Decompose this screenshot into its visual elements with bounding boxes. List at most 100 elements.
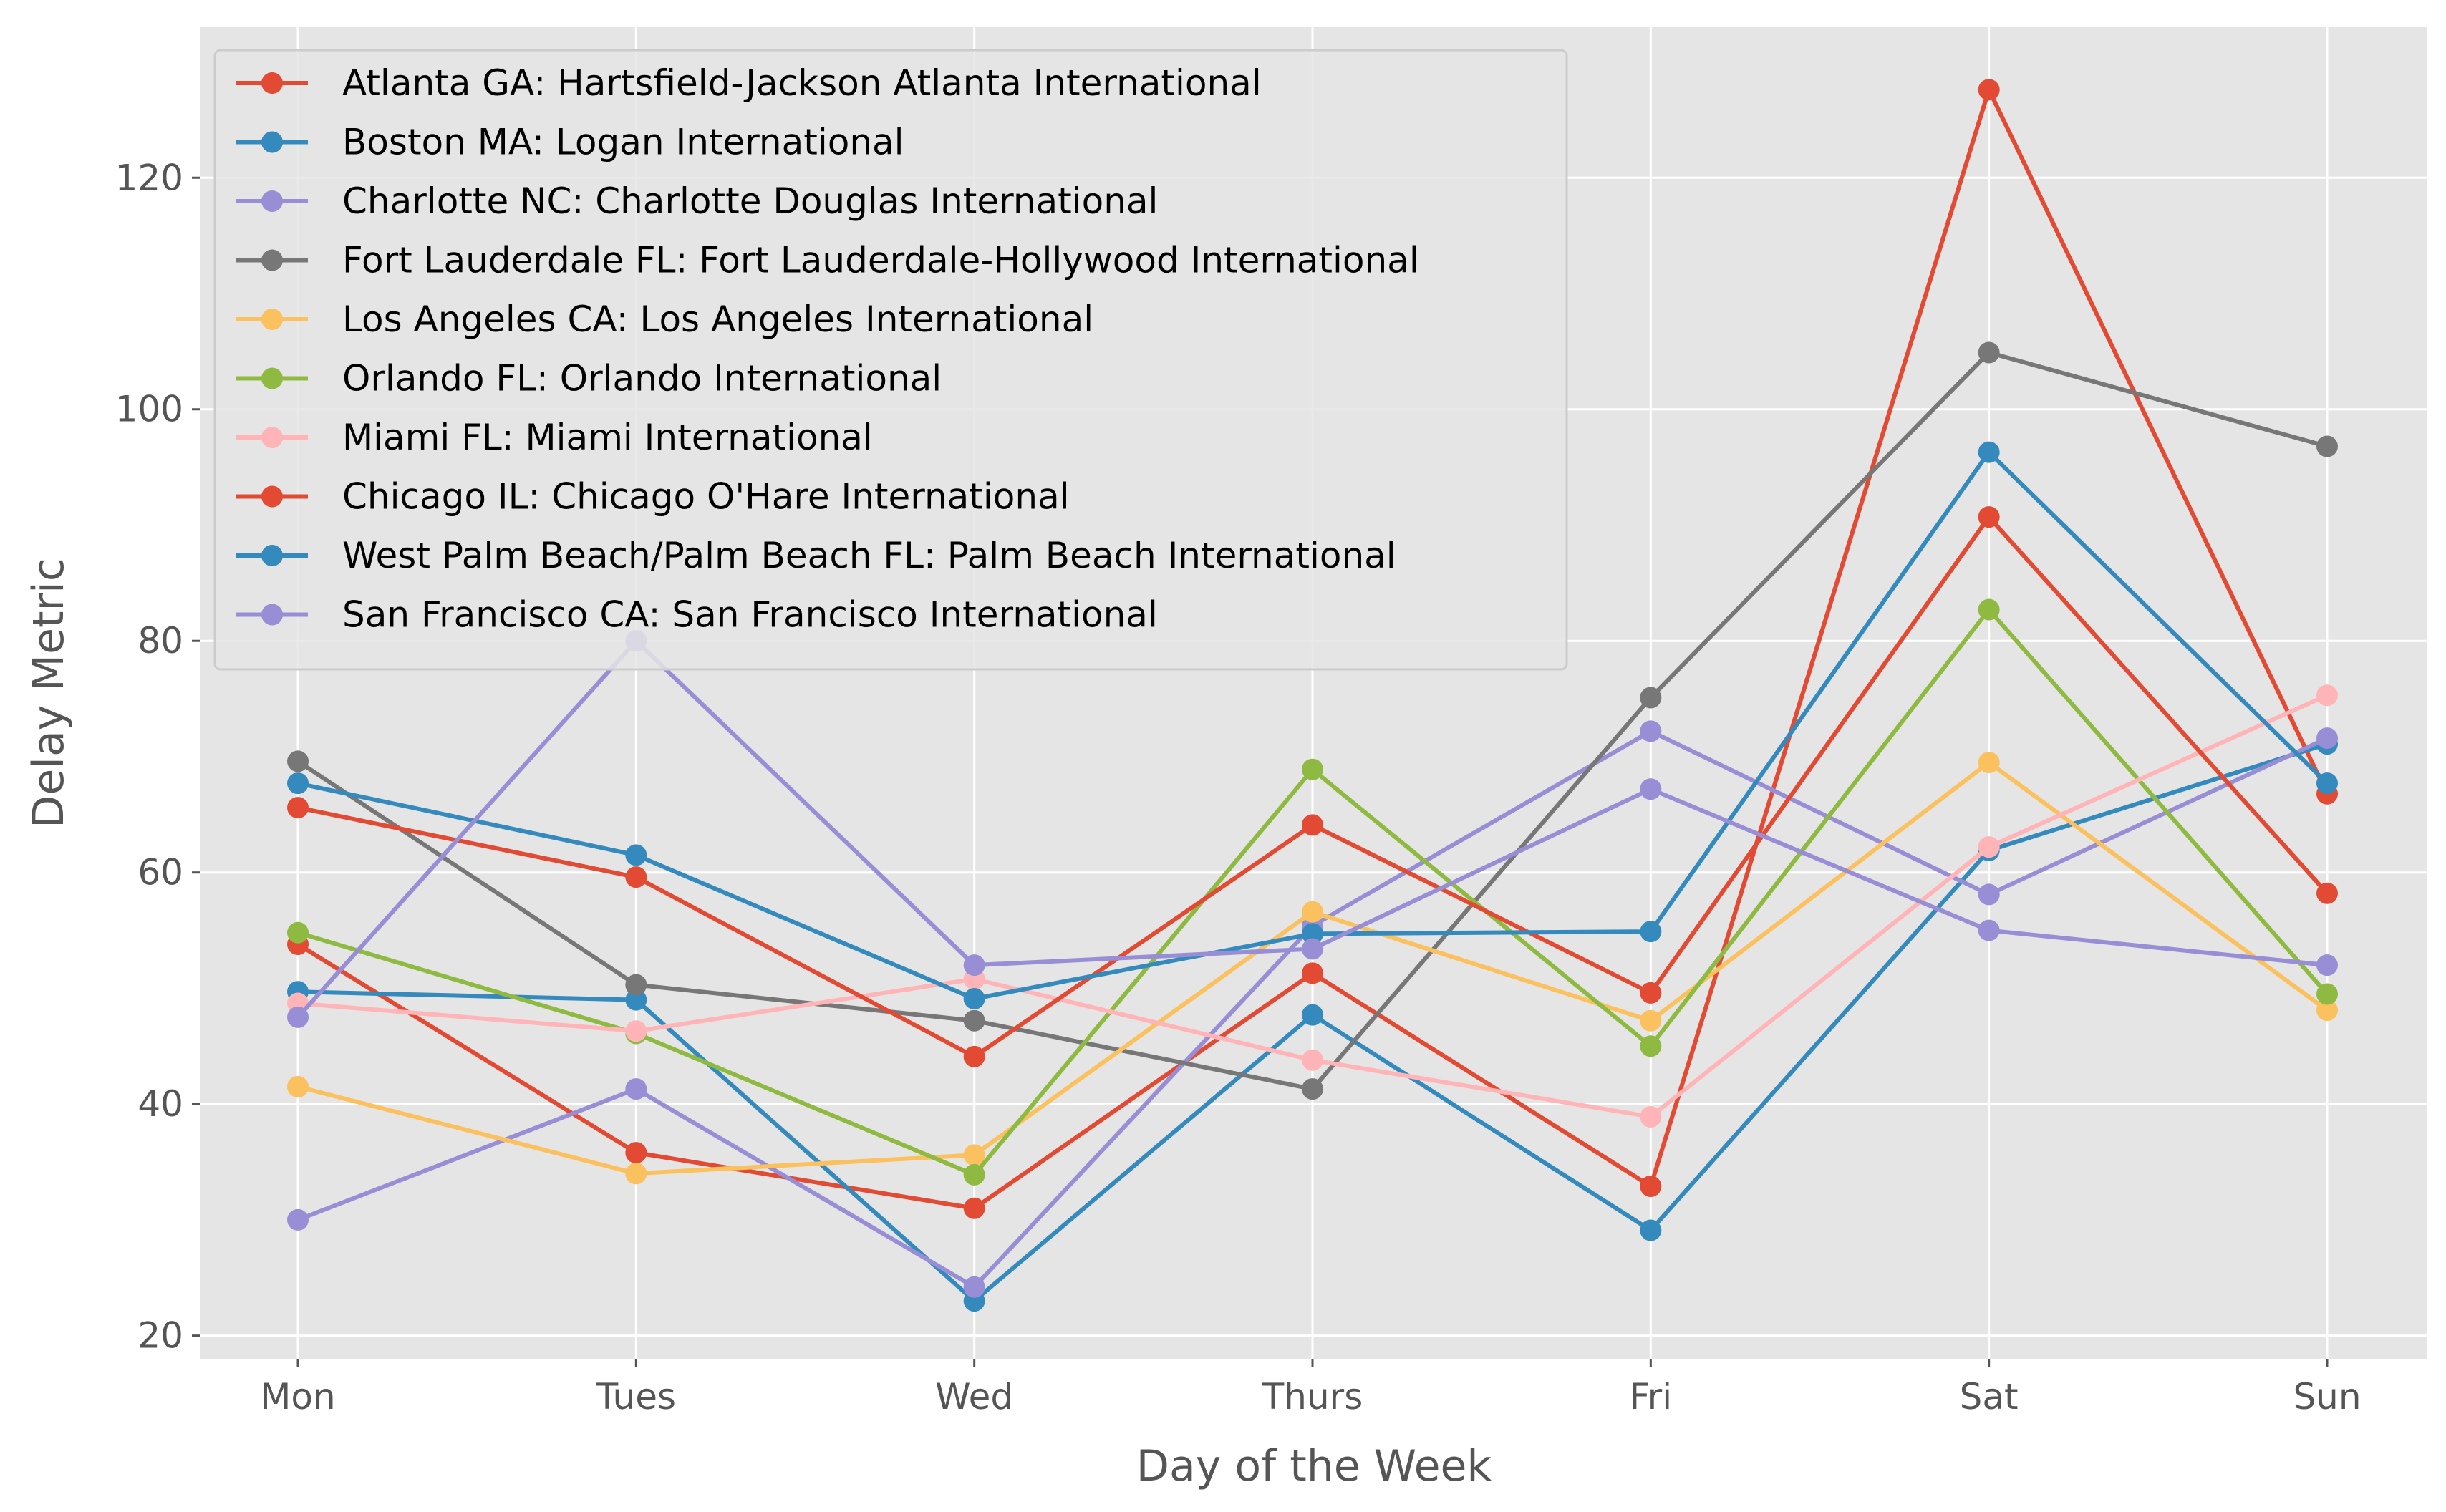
data-point (2316, 999, 2338, 1022)
data-point (1640, 1009, 1662, 1032)
legend-marker (261, 190, 283, 212)
data-point (625, 989, 647, 1011)
legend-marker (261, 72, 283, 94)
y-tick-label: 20 (137, 1315, 183, 1357)
data-point (1640, 1035, 1662, 1057)
data-point (1640, 778, 1662, 800)
data-point (1978, 506, 2000, 528)
legend-label: San Francisco CA: San Francisco Internat… (342, 594, 1158, 636)
x-tick-label: Fri (1630, 1376, 1673, 1418)
data-point (1640, 1176, 1662, 1198)
data-point (287, 1075, 309, 1097)
data-point (287, 750, 309, 772)
data-point (287, 1208, 309, 1231)
x-tick-label: Thurs (1262, 1376, 1363, 1418)
data-point (625, 1020, 647, 1042)
data-point (1640, 1219, 1662, 1241)
data-point (963, 1045, 985, 1067)
data-point (1302, 1049, 1323, 1071)
series-8 (287, 441, 2338, 1009)
data-point (1640, 1105, 1662, 1128)
data-point (287, 772, 309, 795)
legend-item: Chicago IL: Chicago O'Hare International (236, 476, 1070, 518)
legend-marker (261, 427, 283, 448)
data-point (2316, 727, 2338, 750)
data-point (625, 1142, 647, 1164)
data-point (1640, 921, 1662, 943)
series-4 (287, 752, 2338, 1185)
data-point (2316, 882, 2338, 904)
y-tick-label: 40 (137, 1083, 183, 1125)
legend-label: West Palm Beach/Palm Beach FL: Palm Beac… (342, 535, 1396, 576)
legend-label: Boston MA: Logan International (342, 122, 904, 163)
data-point (1640, 687, 1662, 709)
legend-label: Atlanta GA: Hartsfield-Jackson Atlanta I… (342, 62, 1262, 104)
series-layer (287, 79, 2338, 1312)
data-point (963, 1163, 985, 1186)
legend-marker (261, 604, 283, 626)
y-tick-label: 80 (137, 620, 183, 662)
data-point (1978, 883, 2000, 906)
legend-marker (261, 309, 283, 330)
legend-item: Boston MA: Logan International (236, 122, 904, 163)
data-point (1302, 814, 1323, 836)
data-point (963, 987, 985, 1009)
x-axis-label: Day of the Week (1136, 1441, 1492, 1491)
data-point (2316, 772, 2338, 795)
data-point (963, 1197, 985, 1219)
data-point (963, 1009, 985, 1032)
legend-item: San Francisco CA: San Francisco Internat… (236, 594, 1158, 636)
data-point (2316, 983, 2338, 1005)
data-point (1978, 341, 2000, 364)
data-point (625, 1078, 647, 1100)
series-7 (287, 506, 2338, 1067)
data-point (1302, 1004, 1323, 1026)
data-point (1302, 962, 1323, 984)
data-point (287, 921, 309, 944)
legend-label: Chicago IL: Chicago O'Hare International (342, 476, 1070, 518)
legend-marker (261, 131, 283, 153)
data-point (963, 1276, 985, 1298)
data-point (963, 1144, 985, 1166)
legend-label: Orlando FL: Orlando International (342, 358, 942, 399)
data-point (1978, 79, 2000, 101)
x-tick-label: Sat (1960, 1376, 2019, 1418)
legend-label: Fort Lauderdale FL: Fort Lauderdale-Holl… (342, 240, 1419, 281)
data-point (287, 1006, 309, 1028)
legend-label: Los Angeles CA: Los Angeles Internationa… (342, 299, 1093, 340)
data-point (625, 974, 647, 996)
x-tick-label: Sun (2293, 1376, 2361, 1418)
legend-item: Fort Lauderdale FL: Fort Lauderdale-Holl… (236, 240, 1419, 281)
x-tick-label: Wed (935, 1376, 1013, 1418)
y-tick-label: 60 (137, 852, 183, 893)
legend-label: Miami FL: Miami International (342, 417, 873, 458)
data-point (1640, 720, 1662, 742)
data-point (1302, 758, 1323, 780)
data-point (2316, 954, 2338, 976)
legend-box (213, 49, 1568, 671)
legend-item: Charlotte NC: Charlotte Douglas Internat… (236, 180, 1158, 222)
data-point (963, 954, 985, 976)
data-point (625, 1163, 647, 1185)
legend-marker (261, 367, 283, 389)
y-tick-label: 120 (115, 157, 183, 198)
legend: Atlanta GA: Hartsfield-Jackson Atlanta I… (213, 49, 1568, 671)
legend-label: Charlotte NC: Charlotte Douglas Internat… (342, 180, 1158, 222)
data-point (2316, 684, 2338, 707)
data-point (1978, 836, 2000, 858)
x-tick-label: Tues (596, 1376, 676, 1418)
data-point (1978, 919, 2000, 941)
data-point (1302, 1078, 1323, 1100)
legend-marker (261, 249, 283, 271)
data-point (625, 844, 647, 866)
data-point (1302, 923, 1323, 945)
data-point (1978, 441, 2000, 463)
legend-item: Miami FL: Miami International (236, 417, 873, 458)
legend-item: Atlanta GA: Hartsfield-Jackson Atlanta I… (236, 62, 1262, 104)
data-point (2316, 435, 2338, 457)
x-tick-label: Mon (260, 1376, 335, 1418)
data-point (1302, 901, 1323, 923)
data-point (1302, 938, 1323, 960)
legend-marker (261, 545, 283, 566)
